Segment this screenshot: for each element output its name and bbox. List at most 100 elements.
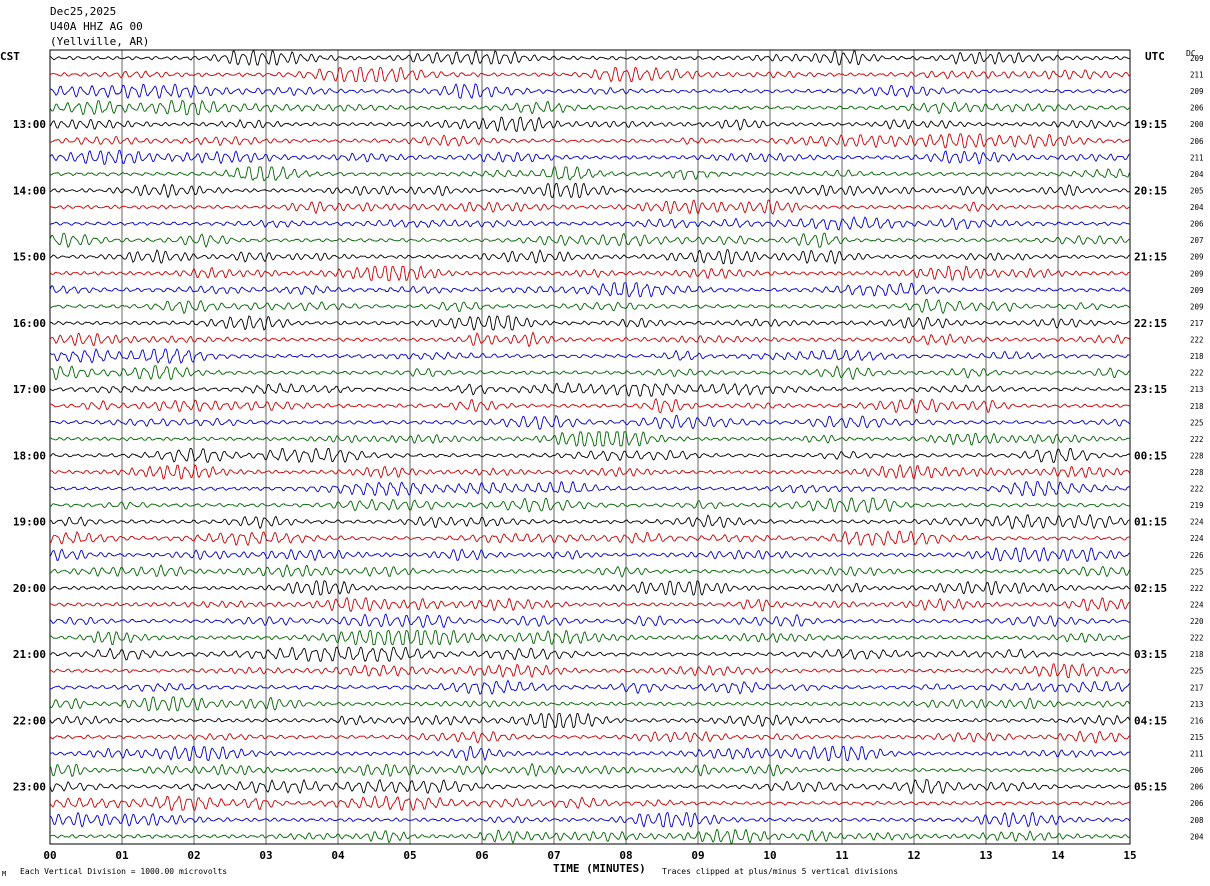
trace-row-6 [49, 149, 1131, 165]
dc-offset-label: 218 [1190, 352, 1204, 361]
dc-offset-label: 220 [1190, 617, 1204, 626]
x-tick-label: 15 [1123, 849, 1136, 862]
left-time-label: 21:00 [13, 648, 46, 661]
left-time-label: 18:00 [13, 449, 46, 462]
left-axis-title: CST [0, 50, 20, 63]
trace-row-37 [49, 662, 1131, 679]
dc-offset-label: 211 [1190, 71, 1204, 80]
dc-offset-label: 228 [1190, 451, 1204, 460]
dc-offset-label: 224 [1190, 518, 1204, 527]
trace-row-4 [49, 116, 1131, 133]
dc-offset-label: 225 [1190, 667, 1204, 676]
dc-offset-label: 209 [1190, 253, 1204, 262]
left-time-label: 20:00 [13, 582, 46, 595]
dc-offset-label: 213 [1190, 700, 1204, 709]
left-time-label: 17:00 [13, 383, 46, 396]
dc-offset-label: 215 [1190, 733, 1204, 742]
trace-row-26 [49, 480, 1131, 497]
dc-offset-label: 222 [1190, 435, 1204, 444]
trace-row-20 [49, 381, 1131, 397]
dc-offset-label: 225 [1190, 418, 1204, 427]
trace-row-29 [49, 530, 1131, 547]
dc-offset-label: 209 [1190, 302, 1204, 311]
right-time-label: 02:15 [1134, 582, 1167, 595]
dc-offset-label: 222 [1190, 634, 1204, 643]
left-time-label: 16:00 [13, 317, 46, 330]
dc-offset-label: 200 [1190, 120, 1204, 129]
x-tick-label: 04 [331, 849, 345, 862]
trace-row-38 [49, 679, 1131, 696]
dc-offset-label: 204 [1190, 832, 1204, 841]
trace-row-16 [49, 315, 1130, 331]
trace-row-40 [49, 712, 1131, 728]
trace-row-31 [49, 563, 1131, 578]
dc-offset-label: 222 [1190, 336, 1204, 345]
trace-row-47 [49, 828, 1131, 845]
trace-row-0 [49, 50, 1131, 66]
trace-row-44 [49, 778, 1131, 795]
dc-title: DC [1186, 49, 1196, 58]
dc-offset-label: 205 [1190, 186, 1204, 195]
dc-offset-label: 206 [1190, 766, 1204, 775]
dc-offset-label: 217 [1190, 319, 1204, 328]
x-tick-label: 12 [907, 849, 920, 862]
dc-offset-label: 213 [1190, 385, 1204, 394]
dc-offset-label: 222 [1190, 369, 1204, 378]
trace-row-12 [49, 248, 1131, 265]
trace-row-14 [49, 282, 1131, 298]
dc-offset-label: 224 [1190, 600, 1204, 609]
trace-row-43 [49, 762, 1131, 778]
dc-offset-label: 204 [1190, 170, 1204, 179]
trace-row-41 [49, 730, 1131, 744]
trace-row-30 [49, 546, 1131, 563]
dc-offset-label: 206 [1190, 137, 1204, 146]
dc-offset-label: 211 [1190, 750, 1204, 759]
trace-row-11 [49, 232, 1131, 248]
x-tick-label: 10 [763, 849, 776, 862]
trace-row-7 [49, 165, 1131, 182]
dc-offset-label: 225 [1190, 567, 1204, 576]
dc-offset-label: 206 [1190, 220, 1204, 229]
dc-offset-label: 211 [1190, 153, 1204, 162]
left-time-label: 14:00 [13, 184, 46, 197]
trace-row-8 [49, 182, 1131, 199]
trace-row-24 [49, 447, 1131, 464]
left-time-label: 19:00 [13, 516, 46, 529]
trace-row-27 [49, 497, 1131, 513]
trace-row-3 [49, 99, 1131, 116]
dc-offset-label: 219 [1190, 501, 1204, 510]
trace-row-46 [49, 811, 1131, 828]
x-tick-label: 09 [691, 849, 704, 862]
left-time-label: 15:00 [13, 251, 46, 264]
trace-row-15 [49, 298, 1131, 315]
trace-row-23 [49, 431, 1131, 447]
trace-row-19 [49, 365, 1131, 381]
right-time-label: 23:15 [1134, 383, 1167, 396]
dc-offset-label: 209 [1190, 269, 1204, 278]
x-tick-label: 13 [979, 849, 992, 862]
right-time-label: 01:15 [1134, 516, 1167, 529]
left-time-label: 22:00 [13, 714, 46, 727]
dc-offset-label: 209 [1190, 286, 1204, 295]
trace-row-39 [49, 696, 1131, 712]
header-location: (Yellville, AR) [50, 35, 150, 48]
right-time-label: 04:15 [1134, 714, 1167, 727]
dc-offset-label: 204 [1190, 203, 1204, 212]
x-tick-label: 05 [403, 849, 416, 862]
dc-offset-label: 228 [1190, 468, 1204, 477]
trace-row-17 [49, 331, 1131, 348]
dc-offset-label: 222 [1190, 485, 1204, 494]
x-tick-label: 08 [619, 849, 632, 862]
header-date: Dec25,2025 [50, 5, 117, 18]
trace-row-13 [49, 265, 1131, 282]
dc-offset-label: 209 [1190, 87, 1204, 96]
dc-offset-label: 222 [1190, 584, 1204, 593]
trace-row-45 [49, 795, 1131, 812]
x-axis-title: TIME (MINUTES) [553, 862, 646, 875]
right-time-label: 20:15 [1134, 184, 1167, 197]
trace-row-1 [49, 66, 1131, 83]
right-time-label: 19:15 [1134, 118, 1167, 131]
x-tick-label: 11 [835, 849, 849, 862]
dc-offset-label: 206 [1190, 799, 1204, 808]
